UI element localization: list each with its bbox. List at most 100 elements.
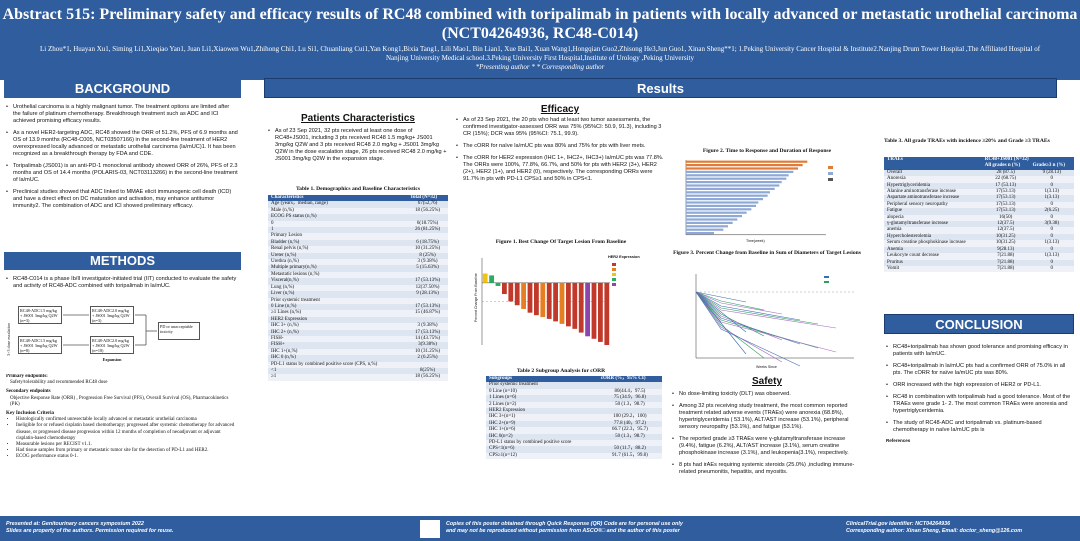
references-heading: References: [886, 438, 911, 443]
table-row: Hypercholesterolemia 10(31.25) 0: [884, 233, 1074, 241]
table-cell: <1: [268, 367, 408, 375]
table-row: IHC 3+ (n,%) 3 (9.38%): [268, 323, 448, 330]
table-cell: Fatigue: [884, 208, 982, 215]
waterfall-bar: [604, 282, 610, 345]
spider-line: [695, 291, 819, 325]
table-cell: 17(53.13): [981, 201, 1030, 209]
table-row: 0 6(18.75%): [268, 220, 448, 228]
table-cell: 0: [1029, 227, 1074, 234]
background-item: Urothelial carcinoma is a highly maligna…: [6, 104, 238, 125]
table-cell: 1(3.13): [1029, 240, 1074, 247]
table-cell: Alanine aminotransferase increase: [884, 189, 982, 196]
footer-contact[interactable]: Corresponding author: Xinan Sheng, Email…: [846, 528, 1022, 534]
table-cell: 14 (43.75%): [407, 335, 448, 343]
background-item: Toripalimab (JS001) is an anti-PD-1 mono…: [6, 163, 238, 184]
spider-line: [695, 291, 783, 363]
footer-trial-id: ClinicalTrial.gov Identifier: NCT0426493…: [846, 521, 951, 527]
criteria-item: Had tissue samples from primary or metas…: [16, 448, 238, 454]
table-cell: 2 (6.25%): [407, 355, 448, 362]
footer-presented: Presented at: Genitourinary cancers symp…: [6, 521, 144, 527]
table-cell: 0: [1029, 246, 1074, 254]
table-cell: 9 (28.13): [1029, 169, 1074, 177]
table-cell: 17(53.13): [981, 189, 1030, 196]
table-cell: 0: [1029, 265, 1074, 273]
study-design-diagram: 3+3 dose escalation RC48-ADC1.5 mg/kg + …: [6, 302, 238, 370]
table-row: PD-L1 status by combined positive score: [486, 440, 662, 447]
table-cell: Liver (n,%): [268, 291, 408, 298]
criteria-item: ECOG performance status 0-1.: [16, 454, 238, 460]
efficacy-item: The cORR for naïve la/mUC pts was 80% an…: [456, 143, 666, 150]
swimmer-bar: [686, 228, 724, 231]
table-cell: Hypercholesterolemia: [884, 233, 982, 241]
table-row: 0 Line (n=10) 80(44.4，97.5): [486, 388, 662, 396]
table-cell: Male (n,%): [268, 207, 408, 215]
table-cell: 17 (53.13%): [407, 329, 448, 336]
table-cell: 0: [1029, 259, 1074, 266]
design-box: RC48-ADC1.5 mg/kg + JS001 3mg/kg Q2W (n=…: [18, 306, 62, 324]
patients-heading: Patients Characteristics: [301, 113, 415, 124]
design-arrows: [63, 314, 157, 346]
table-cell: 67(52,76): [407, 201, 448, 208]
table-row: Prior systemic treatment: [268, 297, 448, 304]
swimmer-bar: [686, 167, 798, 170]
table-cell: Prior systemic treatment: [268, 297, 408, 304]
spider-line: [695, 291, 783, 315]
table-cell: Hypertriglyceridemia: [884, 182, 982, 190]
table2-caption: Table 2 Subgroup Analysis for cORR: [516, 368, 606, 374]
figure1-svg: [481, 258, 616, 345]
table-cell: 9(28.13): [981, 246, 1030, 254]
table3: TRAEs RC48+JS001 (N=32) All grades n (%) G…: [884, 157, 1074, 309]
conclusion-heading: CONCLUSION: [884, 314, 1074, 334]
table-cell: Overall: [884, 169, 982, 177]
table-cell: Leukocyte count decrease: [884, 253, 982, 260]
table-cell: Renal pelvis (n,%): [268, 246, 408, 253]
table-cell: 80(44.4，97.5): [597, 388, 662, 396]
table-cell: CPS<1(n=6): [486, 446, 598, 453]
table-row: Metastatic lesions (n,%): [268, 271, 448, 279]
table-row: alopecia 16(50) 0: [884, 214, 1074, 222]
waterfall-bar: [598, 282, 603, 342]
table-cell: [407, 233, 448, 240]
swimmer-bar: [686, 191, 770, 194]
waterfall-bar: [572, 282, 578, 329]
table-cell: 17(53.13): [981, 195, 1030, 202]
swimmer-bar: [686, 174, 789, 177]
figure2-caption: Figure 2. Time to Response and Duration …: [702, 148, 832, 154]
table-cell: IHC 0(n=2): [486, 433, 598, 441]
waterfall-bar: [495, 282, 501, 286]
footer-qr-note2: and may not be reproduced without permis…: [446, 528, 680, 534]
table-row: HER2 Expression: [268, 316, 448, 324]
table-cell: γ-glutamyltransferase increase: [884, 221, 982, 228]
table-cell: FISH+: [268, 342, 408, 349]
table-cell: 16(50): [981, 214, 1030, 222]
swimmer-bar: [686, 160, 808, 163]
figure2-chart: Time(week): [676, 158, 860, 246]
table-cell: 50 (11.7，88.2): [597, 446, 662, 453]
table-row: Lung (n,%) 12(37.50%): [268, 284, 448, 292]
safety-heading: Safety: [751, 376, 782, 387]
safety-item: Among 32 pts receiving study treatment, …: [672, 403, 864, 431]
secondary-endpoints-heading: Secondary endpoints: [6, 389, 51, 395]
table-row: Urethra (n,%) 3 (9.38%): [268, 259, 448, 266]
figure3-chart: Weeks Since: [684, 268, 860, 372]
background-heading: BACKGROUND: [4, 80, 241, 98]
secondary-endpoints-text: Objective Response Rate (ORR) , Progress…: [10, 395, 229, 407]
table-cell: 0: [1029, 214, 1074, 222]
swimmer-bar: [686, 208, 752, 211]
qr-code-icon[interactable]: [420, 520, 440, 538]
table3-header: TRAEs: [884, 157, 982, 170]
table-cell: Serum creatine phosphokinase increase: [884, 240, 982, 247]
table-cell: 50 (1.3，98.7): [597, 401, 662, 409]
swimmer-bar: [686, 170, 794, 173]
table-row: Vomit 7(21.88) 0: [884, 265, 1074, 273]
waterfall-bar: [482, 273, 488, 283]
table-row: Liver (n,%) 9 (28.13%): [268, 291, 448, 298]
table-row: IHC 2+ (n,%) 17 (53.13%): [268, 329, 448, 336]
table-cell: 2(6.25): [1029, 208, 1074, 215]
conclusion-item: The study of RC48-ADC and toripalimab vs…: [886, 420, 1074, 434]
table-cell: Age (years，median, range): [268, 201, 408, 208]
waterfall-bar: [566, 282, 571, 327]
table2-header: Subgroups: [486, 376, 598, 383]
safety-section: No dose-limiting toxicity (DLT) was obse…: [672, 391, 864, 513]
table-row: Primary Lesion: [268, 233, 448, 240]
